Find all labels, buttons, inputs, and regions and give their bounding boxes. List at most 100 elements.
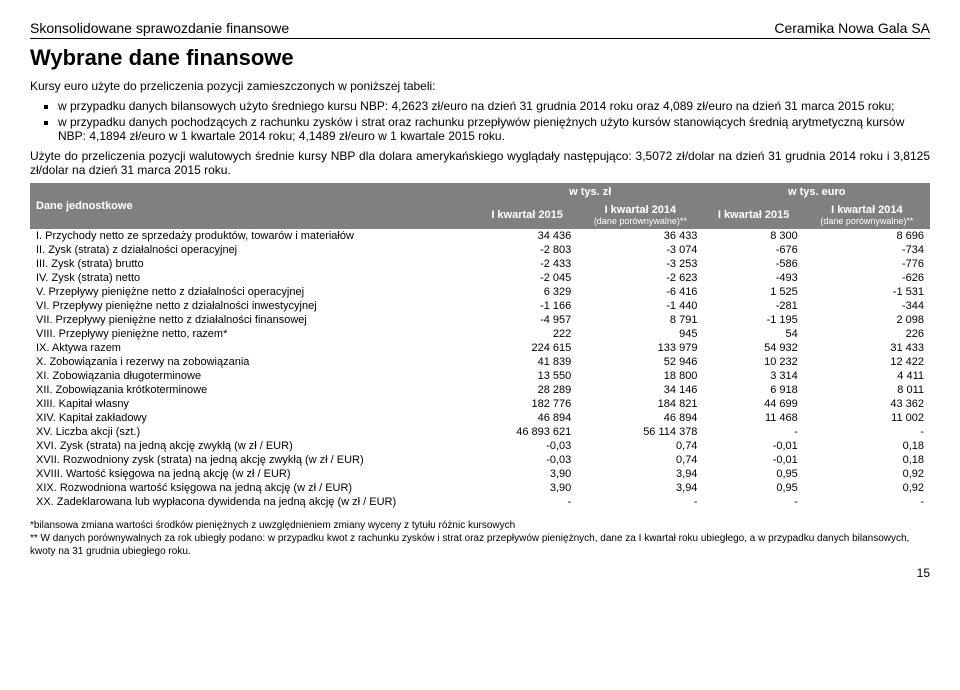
th-group-zl: w tys. zł xyxy=(477,183,704,201)
row-value: -776 xyxy=(804,257,930,271)
row-value: 18 800 xyxy=(577,369,703,383)
row-value: 0,95 xyxy=(703,467,803,481)
row-value: - xyxy=(577,495,703,509)
row-value: 0,92 xyxy=(804,467,930,481)
row-value: 11 002 xyxy=(804,411,930,425)
table-row: XIX. Rozwodniona wartość księgowa na jed… xyxy=(30,481,930,495)
th-col3: I kwartał 2015 xyxy=(703,201,803,229)
row-value: 3,94 xyxy=(577,481,703,495)
row-value: -0,01 xyxy=(703,453,803,467)
row-value: 52 946 xyxy=(577,355,703,369)
row-value: 54 xyxy=(703,327,803,341)
table-row: XVIII. Wartość księgowa na jedną akcję (… xyxy=(30,467,930,481)
th-col1: I kwartał 2015 xyxy=(477,201,577,229)
row-value: 12 422 xyxy=(804,355,930,369)
row-label: I. Przychody netto ze sprzedaży produktó… xyxy=(30,229,477,243)
table-row: II. Zysk (strata) z działalności operacy… xyxy=(30,243,930,257)
row-label: VI. Przepływy pieniężne netto z działaln… xyxy=(30,299,477,313)
row-value: 182 776 xyxy=(477,397,577,411)
table-row: VI. Przepływy pieniężne netto z działaln… xyxy=(30,299,930,313)
th-col4: I kwartał 2014 (dane porównywalne)** xyxy=(804,201,930,229)
row-label: V. Przepływy pieniężne netto z działalno… xyxy=(30,285,477,299)
row-value: -1 195 xyxy=(703,313,803,327)
row-value: 0,18 xyxy=(804,453,930,467)
row-label: XV. Liczba akcji (szt.) xyxy=(30,425,477,439)
table-row: XIII. Kapitał własny182 776184 82144 699… xyxy=(30,397,930,411)
row-label: XVIII. Wartość księgowa na jedną akcję (… xyxy=(30,467,477,481)
row-value: -281 xyxy=(703,299,803,313)
row-label: XIII. Kapitał własny xyxy=(30,397,477,411)
row-label: XI. Zobowiązania długoterminowe xyxy=(30,369,477,383)
footnote-2: ** W danych porównywalnych za rok ubiegł… xyxy=(30,532,930,558)
th-col4-sub: (dane porównywalne)** xyxy=(810,216,924,226)
row-value: 43 362 xyxy=(804,397,930,411)
row-value: 1 525 xyxy=(703,285,803,299)
row-value: 3,94 xyxy=(577,467,703,481)
table-row: I. Przychody netto ze sprzedaży produktó… xyxy=(30,229,930,243)
header-right: Ceramika Nowa Gala SA xyxy=(774,20,930,36)
row-value: 0,92 xyxy=(804,481,930,495)
row-value: -6 416 xyxy=(577,285,703,299)
th-row-label: Dane jednostkowe xyxy=(30,183,477,229)
row-value: 6 329 xyxy=(477,285,577,299)
header-left: Skonsolidowane sprawozdanie finansowe xyxy=(30,20,289,36)
th-col2-sub: (dane porównywalne)** xyxy=(583,216,697,226)
row-value: 46 893 621 xyxy=(477,425,577,439)
row-value: -2 045 xyxy=(477,271,577,285)
bullet-item: w przypadku danych bilansowych użyto śre… xyxy=(58,99,930,113)
row-value: 56 114 378 xyxy=(577,425,703,439)
row-label: II. Zysk (strata) z działalności operacy… xyxy=(30,243,477,257)
row-value: 34 436 xyxy=(477,229,577,243)
row-label: XX. Zadeklarowana lub wypłacona dywidend… xyxy=(30,495,477,509)
th-col2-main: I kwartał 2014 xyxy=(605,204,677,216)
table-row: III. Zysk (strata) brutto-2 433-3 253-58… xyxy=(30,257,930,271)
table-row: V. Przepływy pieniężne netto z działalno… xyxy=(30,285,930,299)
row-value: 46 894 xyxy=(477,411,577,425)
row-value: 224 615 xyxy=(477,341,577,355)
row-value: 41 839 xyxy=(477,355,577,369)
row-value: 44 699 xyxy=(703,397,803,411)
header-row: Skonsolidowane sprawozdanie finansowe Ce… xyxy=(30,20,930,39)
row-value: -1 440 xyxy=(577,299,703,313)
row-value: 4 411 xyxy=(804,369,930,383)
row-value: 6 918 xyxy=(703,383,803,397)
row-value: 945 xyxy=(577,327,703,341)
row-value: 0,95 xyxy=(703,481,803,495)
row-value: 28 289 xyxy=(477,383,577,397)
row-value: 46 894 xyxy=(577,411,703,425)
th-col4-main: I kwartał 2014 xyxy=(831,204,903,216)
row-value: 2 098 xyxy=(804,313,930,327)
table-body: I. Przychody netto ze sprzedaży produktó… xyxy=(30,229,930,509)
footnotes: *bilansowa zmiana wartości środków pieni… xyxy=(30,519,930,558)
row-value: -2 433 xyxy=(477,257,577,271)
row-value: 184 821 xyxy=(577,397,703,411)
row-value: 8 791 xyxy=(577,313,703,327)
table-row: XI. Zobowiązania długoterminowe13 55018 … xyxy=(30,369,930,383)
row-value: -2 803 xyxy=(477,243,577,257)
row-value: 226 xyxy=(804,327,930,341)
paragraph-text: Użyte do przeliczenia pozycji walutowych… xyxy=(30,149,930,177)
row-label: XII. Zobowiązania krótkoterminowe xyxy=(30,383,477,397)
table-row: XVI. Zysk (strata) na jedną akcję zwykłą… xyxy=(30,439,930,453)
row-value: - xyxy=(477,495,577,509)
row-value: -0,03 xyxy=(477,453,577,467)
row-value: -1 531 xyxy=(804,285,930,299)
row-value: - xyxy=(804,425,930,439)
row-value: 10 232 xyxy=(703,355,803,369)
table-row: IV. Zysk (strata) netto-2 045-2 623-493-… xyxy=(30,271,930,285)
table-row: XX. Zadeklarowana lub wypłacona dywidend… xyxy=(30,495,930,509)
row-value: 3 314 xyxy=(703,369,803,383)
row-label: XVI. Zysk (strata) na jedną akcję zwykłą… xyxy=(30,439,477,453)
row-value: -586 xyxy=(703,257,803,271)
row-label: VIII. Przepływy pieniężne netto, razem* xyxy=(30,327,477,341)
financial-table: Dane jednostkowe w tys. zł w tys. euro I… xyxy=(30,183,930,509)
row-value: -626 xyxy=(804,271,930,285)
row-value: -344 xyxy=(804,299,930,313)
row-label: XVII. Rozwodniony zysk (strata) na jedną… xyxy=(30,453,477,467)
row-label: X. Zobowiązania i rezerwy na zobowiązani… xyxy=(30,355,477,369)
row-value: 222 xyxy=(477,327,577,341)
row-value: 13 550 xyxy=(477,369,577,383)
row-value: 3,90 xyxy=(477,467,577,481)
row-value: 8 011 xyxy=(804,383,930,397)
table-row: XII. Zobowiązania krótkoterminowe28 2893… xyxy=(30,383,930,397)
